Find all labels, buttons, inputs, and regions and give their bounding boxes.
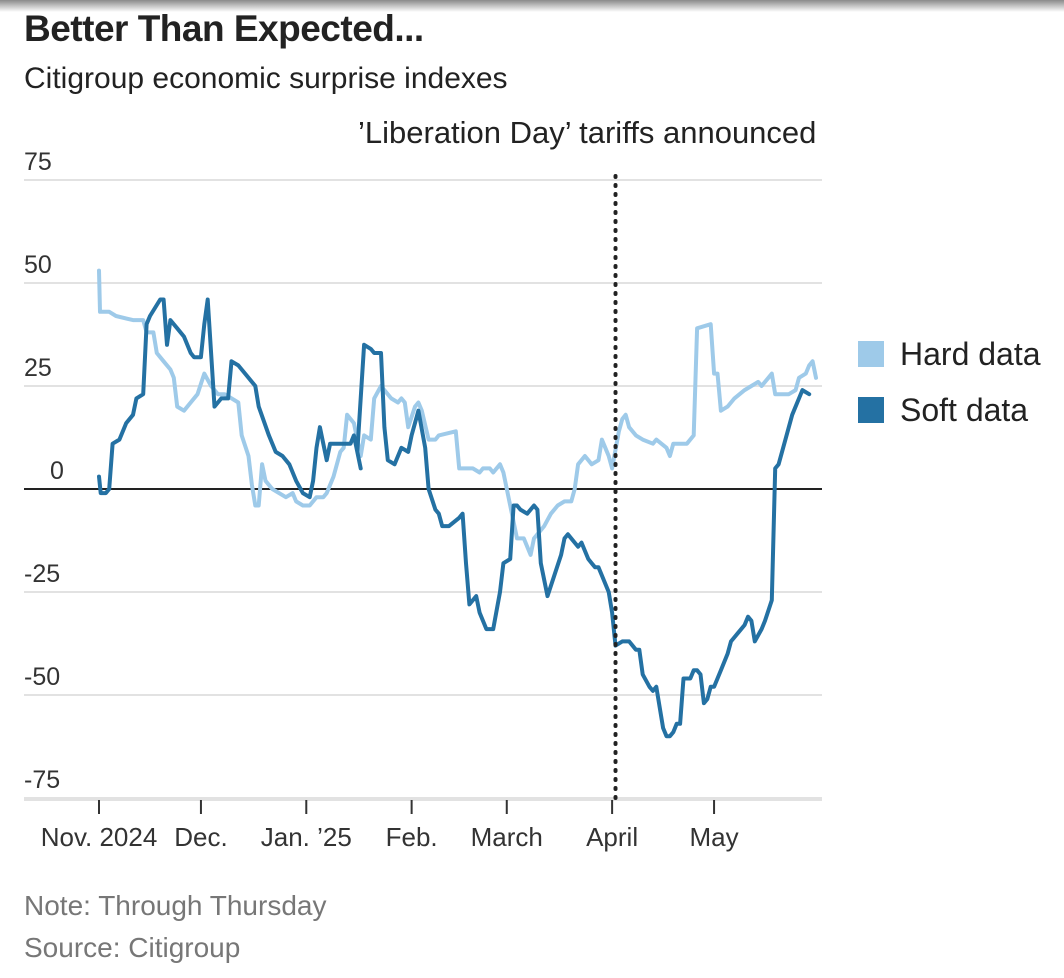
x-tick-label: April — [586, 822, 638, 852]
gridlines — [24, 179, 822, 799]
chart-source: Source: Citigroup — [24, 932, 241, 963]
chart-title: Better Than Expected... — [24, 8, 424, 49]
event-annotation-label: ’Liberation Day’ tariffs announced — [358, 115, 817, 150]
y-tick-label: 0 — [50, 457, 64, 485]
series-line-soft-data — [97, 297, 812, 739]
top-shadow-bar — [0, 0, 1064, 12]
chart-note: Note: Through Thursday — [24, 890, 327, 921]
legend-swatch-hard-data — [858, 341, 884, 367]
legend-label-hard-data: Hard data — [900, 335, 1041, 372]
chart-subtitle: Citigroup economic surprise indexes — [24, 62, 508, 95]
series-lines — [97, 268, 818, 739]
y-tick-label: 25 — [24, 354, 52, 382]
x-tick-label: Feb. — [386, 822, 438, 852]
y-tick-label: 50 — [24, 251, 52, 279]
y-tick-label: -75 — [24, 766, 60, 794]
y-tick-label: 75 — [24, 148, 52, 176]
series-line-hard-data — [97, 268, 818, 557]
x-tick-label: Jan. ’25 — [261, 822, 352, 852]
legend: Hard data Soft data — [858, 326, 1041, 438]
y-tick-labels: 75 50 25 -25 -50 -75 0 — [24, 148, 64, 794]
legend-item-hard-data: Hard data — [858, 326, 1041, 382]
legend-swatch-soft-data — [858, 397, 884, 423]
x-tick-label: March — [471, 822, 543, 852]
x-axis: Nov. 2024 Dec. Jan. ’25 Feb. March April May — [24, 799, 822, 852]
x-tick-label: Nov. 2024 — [41, 822, 158, 852]
y-tick-label: -25 — [24, 560, 60, 588]
x-tick-label: May — [689, 822, 738, 852]
y-tick-label: -50 — [24, 663, 60, 691]
legend-label-soft-data: Soft data — [900, 391, 1029, 428]
legend-item-soft-data: Soft data — [858, 382, 1041, 438]
x-tick-label: Dec. — [174, 822, 227, 852]
